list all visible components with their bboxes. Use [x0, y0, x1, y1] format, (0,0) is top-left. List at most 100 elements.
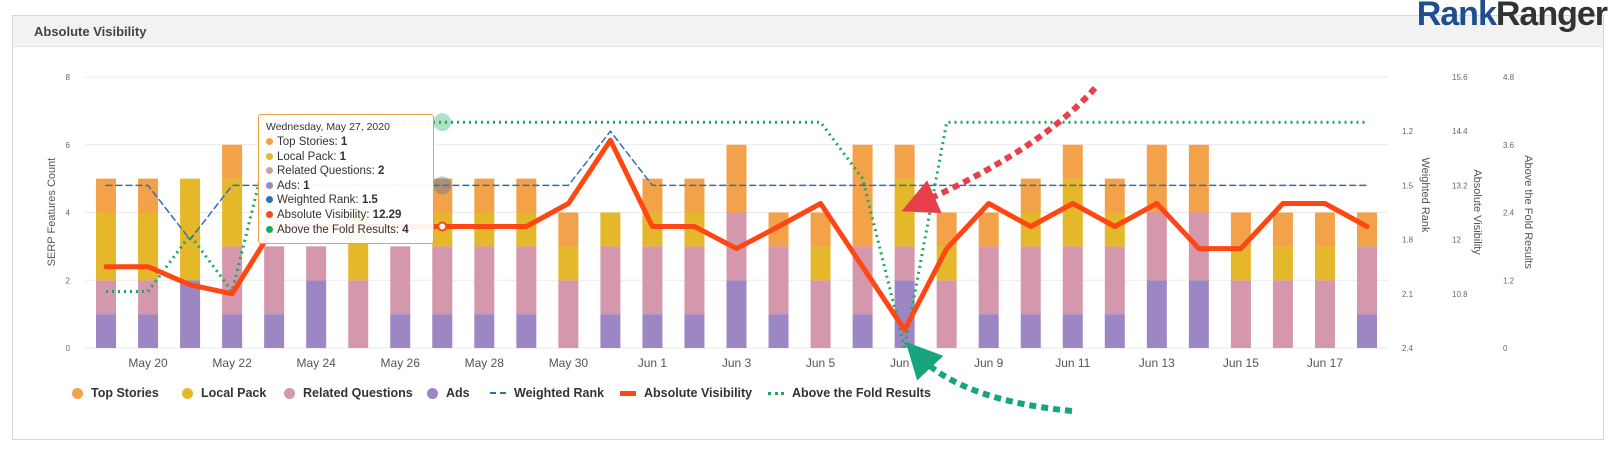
- tooltip-row-value: 1: [303, 179, 310, 192]
- bar-segment: [432, 246, 453, 315]
- x-tick-label: May 24: [296, 356, 336, 370]
- left-axis-title: SERP Features Count: [46, 158, 58, 267]
- bar-segment: [222, 178, 243, 247]
- bar-segment: [642, 178, 663, 213]
- legend-label: Ads: [446, 386, 470, 400]
- legend-item-related-questions[interactable]: Related Questions: [284, 386, 413, 400]
- bar-segment: [432, 178, 453, 213]
- bar-segment: [894, 246, 915, 281]
- tooltip-dot: [266, 138, 273, 145]
- tooltip-dot: [266, 167, 273, 175]
- bar-segment: [138, 212, 159, 281]
- bar-segment: [558, 280, 579, 348]
- x-tick-label: Jun 13: [1139, 356, 1175, 370]
- bar-segment: [96, 212, 117, 281]
- x-tick-label: Jun 1: [638, 356, 668, 370]
- bar-segment: [96, 280, 117, 315]
- right-tick-label: 12: [1452, 236, 1461, 245]
- bar-segment: [600, 246, 621, 315]
- right-tick-label: 2.4: [1503, 209, 1515, 218]
- legend-item-ads[interactable]: Ads: [427, 386, 470, 400]
- bar-segment: [1272, 280, 1293, 348]
- legend-item-local-pack[interactable]: Local Pack: [182, 386, 266, 400]
- bar-segment: [978, 314, 999, 348]
- tooltip-row-label: Weighted Rank:: [277, 194, 362, 207]
- bar-segment: [1314, 246, 1335, 281]
- bar-segment: [138, 280, 159, 315]
- bar-segment: [936, 280, 957, 348]
- bar-segment: [558, 246, 579, 281]
- weighted-rank-axis-title: Weighted Rank: [1419, 157, 1431, 233]
- legend-item-above-the-fold-results[interactable]: Above the Fold Results: [768, 386, 931, 400]
- bar-segment: [978, 212, 999, 247]
- tooltip-row: Local Pack: 1: [266, 150, 425, 165]
- green-annotation-arrow: [905, 341, 1073, 414]
- bar-segment: [810, 280, 831, 348]
- bar-segment: [1188, 144, 1209, 213]
- bar-segment: [1356, 212, 1377, 247]
- tooltip-row-label: Ads:: [277, 179, 304, 192]
- bar-segment: [558, 212, 579, 247]
- bar-segment: [1104, 178, 1125, 213]
- tooltip-row-label: Above the Fold Results:: [277, 223, 403, 236]
- right-tick-label: 1.2: [1503, 276, 1515, 285]
- x-tick-label: May 26: [381, 356, 421, 370]
- bar-segment: [1314, 280, 1335, 348]
- legend-swatch: [768, 391, 784, 395]
- bar-segment: [264, 314, 285, 348]
- bar-segment: [474, 246, 495, 315]
- tooltip-row-label: Absolute Visibility:: [277, 208, 373, 221]
- bar-segment: [474, 178, 495, 213]
- x-tick-label: Jun 3: [722, 356, 752, 370]
- left-tick-label: 0: [66, 344, 71, 353]
- tooltip-row: Top Stories: 1: [266, 135, 425, 150]
- tooltip-row-value: 2: [378, 165, 385, 178]
- bar-segment: [1104, 314, 1125, 348]
- red-annotation-arrow: [901, 86, 1098, 214]
- bar-segment: [1230, 280, 1251, 348]
- bar-segment: [1104, 212, 1125, 247]
- left-tick-label: 4: [66, 209, 71, 218]
- legend-label: Related Questions: [303, 386, 413, 400]
- tooltip-row-value: 12.29: [372, 208, 402, 221]
- tooltip-row-label: Top Stories:: [277, 136, 341, 148]
- above-fold-axis-title: Above the Fold Results: [1522, 155, 1534, 269]
- x-tick-label: Jun 15: [1223, 356, 1259, 370]
- bar-segment: [138, 314, 159, 348]
- legend-item-absolute-visibility[interactable]: Absolute Visibility: [620, 386, 752, 400]
- right-tick-label: 13.2: [1452, 181, 1468, 190]
- tooltip-row-value: 1: [340, 136, 348, 148]
- bar-segment: [1356, 314, 1377, 348]
- bar-segment: [642, 314, 663, 348]
- x-tick-label: May 22: [212, 356, 252, 370]
- right-tick-label: 1.2: [1402, 127, 1414, 136]
- left-tick-label: 6: [66, 141, 71, 150]
- hover-halo: [433, 176, 452, 195]
- legend-swatch: [620, 390, 636, 396]
- x-tick-label: May 20: [128, 356, 168, 370]
- bar-segment: [1146, 212, 1167, 281]
- bar-segment: [1062, 144, 1083, 179]
- tooltip-row: Weighted Rank: 1.5: [266, 193, 425, 208]
- bar-segment: [390, 314, 411, 348]
- x-tick-label: May 28: [465, 356, 505, 370]
- tooltip-row: Above the Fold Results: 4: [266, 223, 425, 238]
- legend-item-top-stories[interactable]: Top Stories: [72, 386, 159, 400]
- bar-segment: [348, 280, 369, 348]
- legend-label: Above the Fold Results: [792, 386, 931, 400]
- bar-segment: [264, 246, 285, 315]
- bar-segment: [768, 314, 789, 348]
- tooltip-row: Related Questions: 2: [266, 164, 425, 179]
- x-tick-label: Jun 11: [1055, 356, 1090, 370]
- legend-item-weighted-rank[interactable]: Weighted Rank: [490, 386, 604, 400]
- bar-segment: [1020, 178, 1041, 213]
- bar-segment: [96, 178, 117, 213]
- right-tick-label: 2.4: [1402, 344, 1414, 353]
- bar-segment: [684, 212, 705, 247]
- right-tick-label: 3.6: [1503, 141, 1515, 150]
- panel-header: Absolute Visibility: [13, 16, 1603, 47]
- tooltip-dot: [266, 196, 273, 204]
- axes: SERP Features Count Weighted Rank Absolu…: [46, 73, 1534, 370]
- bar-segment: [222, 246, 243, 315]
- right-tick-label: 1.8: [1402, 236, 1414, 245]
